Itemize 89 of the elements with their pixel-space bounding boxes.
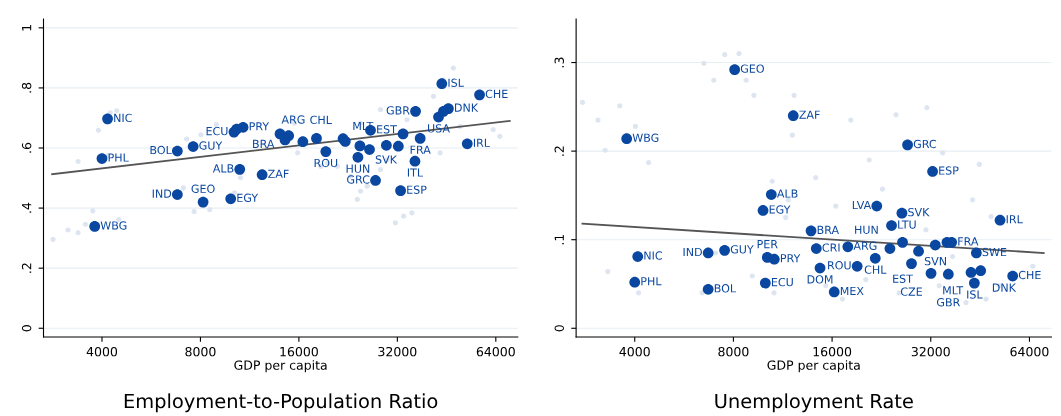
annotation: PRY xyxy=(249,122,270,131)
x-tick-label: 64000 xyxy=(1010,346,1049,357)
annotation: BOL xyxy=(714,284,737,293)
annotation: FRA xyxy=(410,145,431,154)
annotation: PHL xyxy=(108,153,129,162)
annotation: CHL xyxy=(310,115,332,125)
x-axis-title: GDP per capita xyxy=(234,360,327,373)
annotation: ITL xyxy=(407,168,424,177)
annotation: WBG xyxy=(100,221,127,230)
annotation: MEX xyxy=(840,286,864,296)
y-tick-label: .4 xyxy=(22,202,32,213)
annotation: FRA xyxy=(958,237,979,246)
y-tick-label: .2 xyxy=(554,146,564,156)
annotation: ZAF xyxy=(268,169,289,178)
y-tick-label: .2 xyxy=(21,263,32,273)
x-axis-title: GDP per capita xyxy=(767,360,860,373)
y-tick-label: 0 xyxy=(554,325,564,332)
annotation: GBR xyxy=(936,298,960,307)
y-tick-label: .6 xyxy=(21,142,32,153)
annotation: SVK xyxy=(908,207,930,217)
annotation: MLT xyxy=(943,286,964,295)
annotation: GRC xyxy=(913,139,937,149)
annotation: NIC xyxy=(644,251,663,260)
x-tick-label: 32000 xyxy=(911,346,950,357)
y-tick-label: 1 xyxy=(22,25,32,31)
annotation: GEO xyxy=(740,64,764,73)
annotation: SVK xyxy=(375,155,398,164)
annotation: ESP xyxy=(939,166,959,175)
annotation: EST xyxy=(377,125,397,134)
y-tick-label: 0 xyxy=(21,325,32,332)
annotation: EST xyxy=(893,274,913,283)
annotation: IND xyxy=(683,247,702,257)
annotation: GRC xyxy=(347,175,370,184)
annotation: ISL xyxy=(448,78,464,87)
annotation: ARG xyxy=(853,241,877,251)
annotation: HUN xyxy=(346,164,370,173)
annotation: PRY xyxy=(780,254,801,263)
annotation: WBG xyxy=(632,133,659,142)
annotation: SVN xyxy=(924,256,946,266)
annotation: LVA xyxy=(852,201,872,210)
annotation: PER xyxy=(757,240,778,249)
annotation: PHL xyxy=(641,277,662,286)
annotation: BRA xyxy=(817,225,839,234)
annotation: GUY xyxy=(199,141,223,150)
annotation: ROU xyxy=(314,158,338,168)
annotation: GBR xyxy=(386,106,410,115)
annotation: ISL xyxy=(967,290,983,299)
text: Employment-to-Population Ratio xyxy=(124,393,438,413)
y-tick-label: .8 xyxy=(21,82,32,93)
annotation: BRA xyxy=(253,139,275,148)
annotation: EGY xyxy=(237,193,259,202)
annotation: LTU xyxy=(898,220,916,229)
annotation: ALB xyxy=(212,164,234,173)
annotation: ALB xyxy=(776,189,798,198)
annotation: ECU xyxy=(206,126,228,136)
annotation: ARG xyxy=(281,115,305,124)
annotation: IRL xyxy=(1006,215,1023,224)
annotation: DNK xyxy=(992,283,1017,292)
x-tick-label: 8000 xyxy=(185,346,216,357)
x-tick-label: 64000 xyxy=(476,346,515,357)
annotation: CHE xyxy=(1018,270,1041,280)
annotation: IRL xyxy=(473,138,490,147)
text: Unemployment Rate xyxy=(715,393,913,413)
annotation: ZAF xyxy=(799,110,820,119)
annotation: BOL xyxy=(150,145,172,155)
annotation: ROU xyxy=(828,261,851,270)
annotation: DNK xyxy=(455,103,479,112)
x-tick-label: 8000 xyxy=(718,346,749,357)
annotation: EGY xyxy=(769,205,791,214)
annotation: SWE xyxy=(982,247,1007,257)
annotation: IND xyxy=(152,189,172,198)
x-tick-label: 16000 xyxy=(280,346,318,357)
annotation: DOM xyxy=(807,275,833,284)
annotation: ECU xyxy=(771,277,793,287)
x-tick-label: 16000 xyxy=(813,346,852,357)
annotation: GEO xyxy=(191,184,215,193)
y-tick-label: .3 xyxy=(554,57,564,68)
annotation: HUN xyxy=(855,225,878,234)
y-tick-label: .1 xyxy=(554,234,564,245)
annotation: GUY xyxy=(730,245,754,254)
x-tick-label: 4000 xyxy=(619,346,650,357)
annotation: NIC xyxy=(114,113,132,123)
annotation: CHL xyxy=(864,265,887,274)
annotation: ESP xyxy=(407,185,427,194)
annotation: CRI xyxy=(822,243,840,252)
x-tick-label: 32000 xyxy=(378,346,417,357)
annotation: CZE xyxy=(900,287,922,296)
x-tick-label: 4000 xyxy=(86,346,118,357)
annotation: CHE xyxy=(485,89,508,99)
